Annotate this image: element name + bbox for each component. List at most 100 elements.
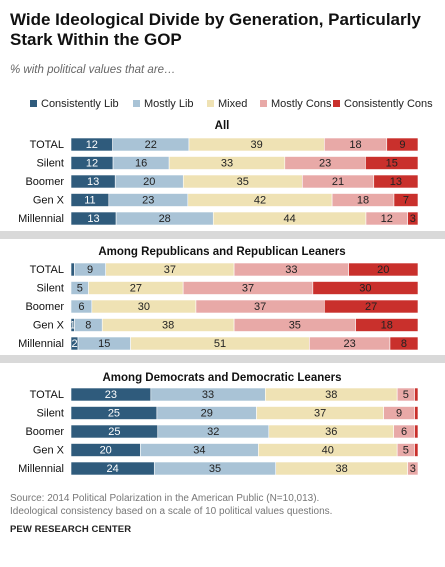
panel-divider — [0, 355, 445, 363]
data-label: 7 — [403, 195, 409, 207]
data-label: 3 — [410, 213, 416, 225]
data-label: 16 — [135, 158, 147, 170]
data-label: 24 — [107, 463, 119, 475]
data-label: 20 — [100, 445, 112, 457]
legend-swatch-mostly-lib — [133, 99, 140, 107]
data-label: 13 — [390, 176, 402, 188]
data-label: 18 — [381, 320, 393, 332]
data-label: 13 — [87, 176, 99, 188]
data-label: 25 — [108, 426, 120, 438]
source-line: Source: 2014 Political Polarization in t… — [10, 493, 320, 504]
data-label: 38 — [162, 320, 174, 332]
data-label: 44 — [283, 213, 295, 225]
bar-segment-consistently-cons — [386, 137, 419, 152]
bar-segment-mostly-cons — [407, 461, 419, 476]
data-label: 36 — [325, 426, 337, 438]
data-label: 12 — [381, 213, 393, 225]
legend-item-consistently-cons: Consistently Cons — [333, 98, 433, 110]
row-label-total: TOTAL — [30, 264, 64, 276]
legend-item-mixed: Mixed — [207, 98, 247, 110]
data-label: 35 — [237, 176, 249, 188]
row-label-total: TOTAL — [30, 139, 64, 151]
data-label: 8 — [401, 338, 407, 350]
data-label: 6 — [401, 426, 407, 438]
data-label: 22 — [145, 139, 157, 151]
row-label-millennial: Millennial — [18, 338, 64, 350]
data-label: 5 — [403, 389, 409, 401]
source-line: Ideological consistency based on a scale… — [10, 506, 333, 517]
data-label: 18 — [357, 195, 369, 207]
row-label-boomer: Boomer — [25, 176, 64, 188]
bar-segment-consistently-cons — [389, 336, 419, 351]
data-label: 23 — [344, 338, 356, 350]
row-label-gen-x: Gen X — [33, 320, 65, 332]
data-label: 3 — [410, 463, 416, 475]
row-label-gen-x: Gen X — [33, 195, 65, 207]
row-label-gen-x: Gen X — [33, 445, 65, 457]
panel-title: Among Republicans and Republican Leaners — [98, 246, 345, 258]
chart-subtitle: % with political values that are… — [10, 64, 176, 76]
legend-swatch-consistently-lib — [30, 99, 37, 107]
legend-item-consistently-lib: Consistently Lib — [30, 98, 119, 110]
bar-segment-consistently-cons — [414, 443, 419, 457]
source-note: Source: 2014 Political Polarization in t… — [10, 492, 332, 518]
bar-segment-consistently-cons — [414, 387, 419, 402]
row-label-millennial: Millennial — [18, 463, 64, 475]
data-label: 37 — [314, 408, 326, 420]
data-label: 39 — [251, 139, 263, 151]
data-label: 1 — [70, 320, 76, 332]
data-label: 9 — [399, 139, 405, 151]
legend: Consistently Lib Mostly Lib Mixed Mostly… — [30, 98, 440, 112]
legend-item-mostly-lib: Mostly Lib — [133, 98, 194, 110]
data-label: 30 — [359, 283, 371, 295]
bar-segment-consistently-cons — [348, 262, 419, 277]
legend-label: Consistently Lib — [41, 98, 119, 110]
data-label: 33 — [202, 389, 214, 401]
credit: PEW RESEARCH CENTER — [10, 524, 132, 535]
data-label: 23 — [319, 158, 331, 170]
data-label: 18 — [349, 139, 361, 151]
bar-segment-consistently-cons — [373, 174, 419, 189]
legend-swatch-mixed — [207, 99, 214, 107]
row-label-silent: Silent — [36, 158, 64, 170]
data-label: 9 — [396, 408, 402, 420]
data-label: 35 — [209, 463, 221, 475]
legend-label: Mixed — [218, 98, 248, 110]
bar-segment-consistently-cons — [414, 424, 419, 439]
data-label: 23 — [142, 195, 154, 207]
bar-segment-consistently-lib — [70, 262, 75, 277]
bar-segment-consistently-cons — [355, 318, 419, 332]
row-label-silent: Silent — [36, 283, 64, 295]
data-label: 51 — [214, 338, 226, 350]
bar-segment-consistently-cons — [365, 156, 419, 170]
data-label: 32 — [207, 426, 219, 438]
bar-segment-consistently-cons — [312, 281, 419, 295]
legend-label: Mostly Lib — [144, 98, 194, 110]
data-label: 15 — [98, 338, 110, 350]
data-label: 38 — [336, 463, 348, 475]
row-label-millennial: Millennial — [18, 213, 64, 225]
panel-divider — [0, 231, 445, 239]
data-label: 20 — [143, 176, 155, 188]
row-label-boomer: Boomer — [25, 426, 64, 438]
data-label: 11 — [84, 195, 95, 207]
data-label: 15 — [386, 158, 398, 170]
data-label: 25 — [108, 408, 120, 420]
row-label-boomer: Boomer — [25, 301, 64, 313]
data-label: 5 — [403, 445, 409, 457]
data-label: 8 — [85, 320, 91, 332]
data-label: 27 — [365, 301, 377, 313]
data-label: 27 — [130, 283, 142, 295]
data-label: 12 — [86, 158, 98, 170]
data-label: 5 — [77, 283, 83, 295]
data-label: 33 — [221, 158, 233, 170]
bar-segment-consistently-cons — [393, 193, 419, 207]
data-label: 42 — [254, 195, 266, 207]
panel-title: All — [215, 120, 230, 132]
data-label: 37 — [164, 264, 176, 276]
data-label: 20 — [377, 264, 389, 276]
data-label: 2 — [71, 338, 77, 350]
data-label: 29 — [201, 408, 213, 420]
legend-swatch-mostly-cons — [260, 99, 267, 107]
